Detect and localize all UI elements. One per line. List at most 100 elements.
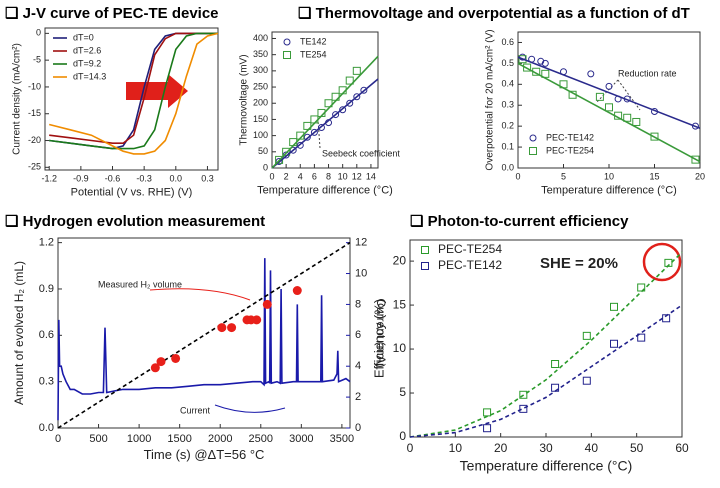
y-tick-label: 10 <box>393 341 407 355</box>
point <box>339 106 347 114</box>
annotation: Measured H₂ volume <box>98 279 182 289</box>
x-tick-label: -0.3 <box>136 173 152 183</box>
x-tick-label: 2500 <box>249 433 273 445</box>
annotation-arrow <box>149 288 251 301</box>
y-axis-label: Amount of evolved H₂ (mL) <box>12 261 26 405</box>
legend-label: PEC-TE254 <box>546 145 594 155</box>
x-axis-label: Temperature difference (°C) <box>541 184 677 196</box>
annotation: Current <box>180 405 211 415</box>
legend-swatch <box>529 147 537 155</box>
panel-title: ❑ Photon-to-current efficiency <box>410 213 629 230</box>
x-tick-label: 50 <box>630 441 644 455</box>
y-tick-label: 0.2 <box>501 121 514 131</box>
x-tick-label: 60 <box>675 441 689 455</box>
point <box>332 111 340 119</box>
legend-label: dT=14.3 <box>73 71 106 81</box>
y-tick-label: 0.1 <box>501 141 514 151</box>
y-tick-label: 0.6 <box>39 329 54 341</box>
x-tick-label: 0.3 <box>201 173 214 183</box>
point <box>252 315 262 325</box>
x-tick-label: 12 <box>352 171 362 181</box>
x-tick-label: -0.6 <box>105 173 121 183</box>
x-tick-label: 6 <box>312 171 317 181</box>
point <box>156 357 166 367</box>
x-tick-label: 8 <box>326 171 331 181</box>
point <box>519 404 528 413</box>
x-tick-label: 3500 <box>330 433 354 445</box>
point <box>345 76 354 85</box>
x-tick-label: 0 <box>515 171 520 181</box>
point <box>262 299 272 309</box>
legend-label: TE254 <box>300 49 327 59</box>
point <box>324 99 333 108</box>
point <box>353 93 361 101</box>
legend-label: PEC-TE254 <box>438 242 502 256</box>
point <box>303 121 312 130</box>
highlight-circle <box>642 242 682 282</box>
y-tick-label: 0.5 <box>501 58 514 68</box>
y2-tick-label: 0 <box>355 422 361 434</box>
point <box>519 390 528 399</box>
y-tick-label: 350 <box>253 49 268 59</box>
point <box>303 133 311 141</box>
y2-tick-label: 4 <box>355 360 361 372</box>
y-tick-label: 15 <box>393 297 407 311</box>
y-tick-label: 5 <box>399 385 406 399</box>
point <box>537 57 545 65</box>
point <box>551 360 560 369</box>
point <box>483 408 492 417</box>
point <box>217 323 227 333</box>
annotation-leader <box>317 119 321 149</box>
y2-tick-label: 8 <box>355 298 361 310</box>
y-tick-label: 0.4 <box>501 79 514 89</box>
y2-tick-label: 12 <box>355 237 367 249</box>
x-axis-label: Time (s) @ΔT=56 °C <box>144 447 265 462</box>
x-tick-label: 1000 <box>127 433 151 445</box>
point <box>523 63 532 72</box>
annotation-arrow <box>214 404 286 413</box>
panel-title: ❑ Thermovoltage and overpotential as a f… <box>298 5 690 22</box>
y-tick-label: 0 <box>36 28 41 38</box>
point <box>662 314 671 323</box>
y2-tick-label: 10 <box>355 267 367 279</box>
x-tick-label: 1500 <box>167 433 191 445</box>
y-tick-label: 0 <box>399 429 406 443</box>
annotation-leader <box>595 79 619 104</box>
series-line <box>49 32 218 150</box>
point <box>541 59 549 67</box>
x-tick-label: -1.2 <box>41 173 57 183</box>
legend-label: TE142 <box>300 36 327 46</box>
x-tick-label: 0.0 <box>170 173 183 183</box>
y-tick-label: 100 <box>253 130 268 140</box>
point <box>352 66 361 75</box>
x-tick-label: 15 <box>649 171 659 181</box>
point <box>296 141 304 149</box>
x-tick-label: 10 <box>338 171 348 181</box>
panel-title: ❑ Hydrogen evolution measurement <box>5 213 265 230</box>
x-tick-label: 0 <box>407 441 414 455</box>
legend-label: PEC-TE142 <box>546 132 594 142</box>
x-tick-label: 2000 <box>208 433 232 445</box>
point <box>605 82 613 90</box>
point <box>691 155 700 164</box>
point <box>360 86 368 94</box>
y-axis-label: Efficiency (%) <box>371 299 386 378</box>
annotation: Seebeck coefficient <box>322 148 400 158</box>
y-tick-label: -5 <box>33 55 41 65</box>
y-tick-label: 20 <box>393 253 407 267</box>
point <box>518 55 527 64</box>
series-line <box>57 241 351 429</box>
y-tick-label: -10 <box>28 81 41 91</box>
x-tick-label: 2 <box>284 171 289 181</box>
series-line <box>271 55 379 169</box>
legend-swatch <box>529 134 537 142</box>
point <box>691 122 699 130</box>
legend-label: dT=9.2 <box>73 58 101 68</box>
point <box>605 103 613 112</box>
y-tick-label: 50 <box>258 146 268 156</box>
legend-label: PEC-TE142 <box>438 258 502 272</box>
legend-swatch <box>421 262 429 270</box>
legend-swatch <box>421 246 429 254</box>
y-tick-label: 0.6 <box>501 37 514 47</box>
x-tick-label: 4 <box>298 171 303 181</box>
